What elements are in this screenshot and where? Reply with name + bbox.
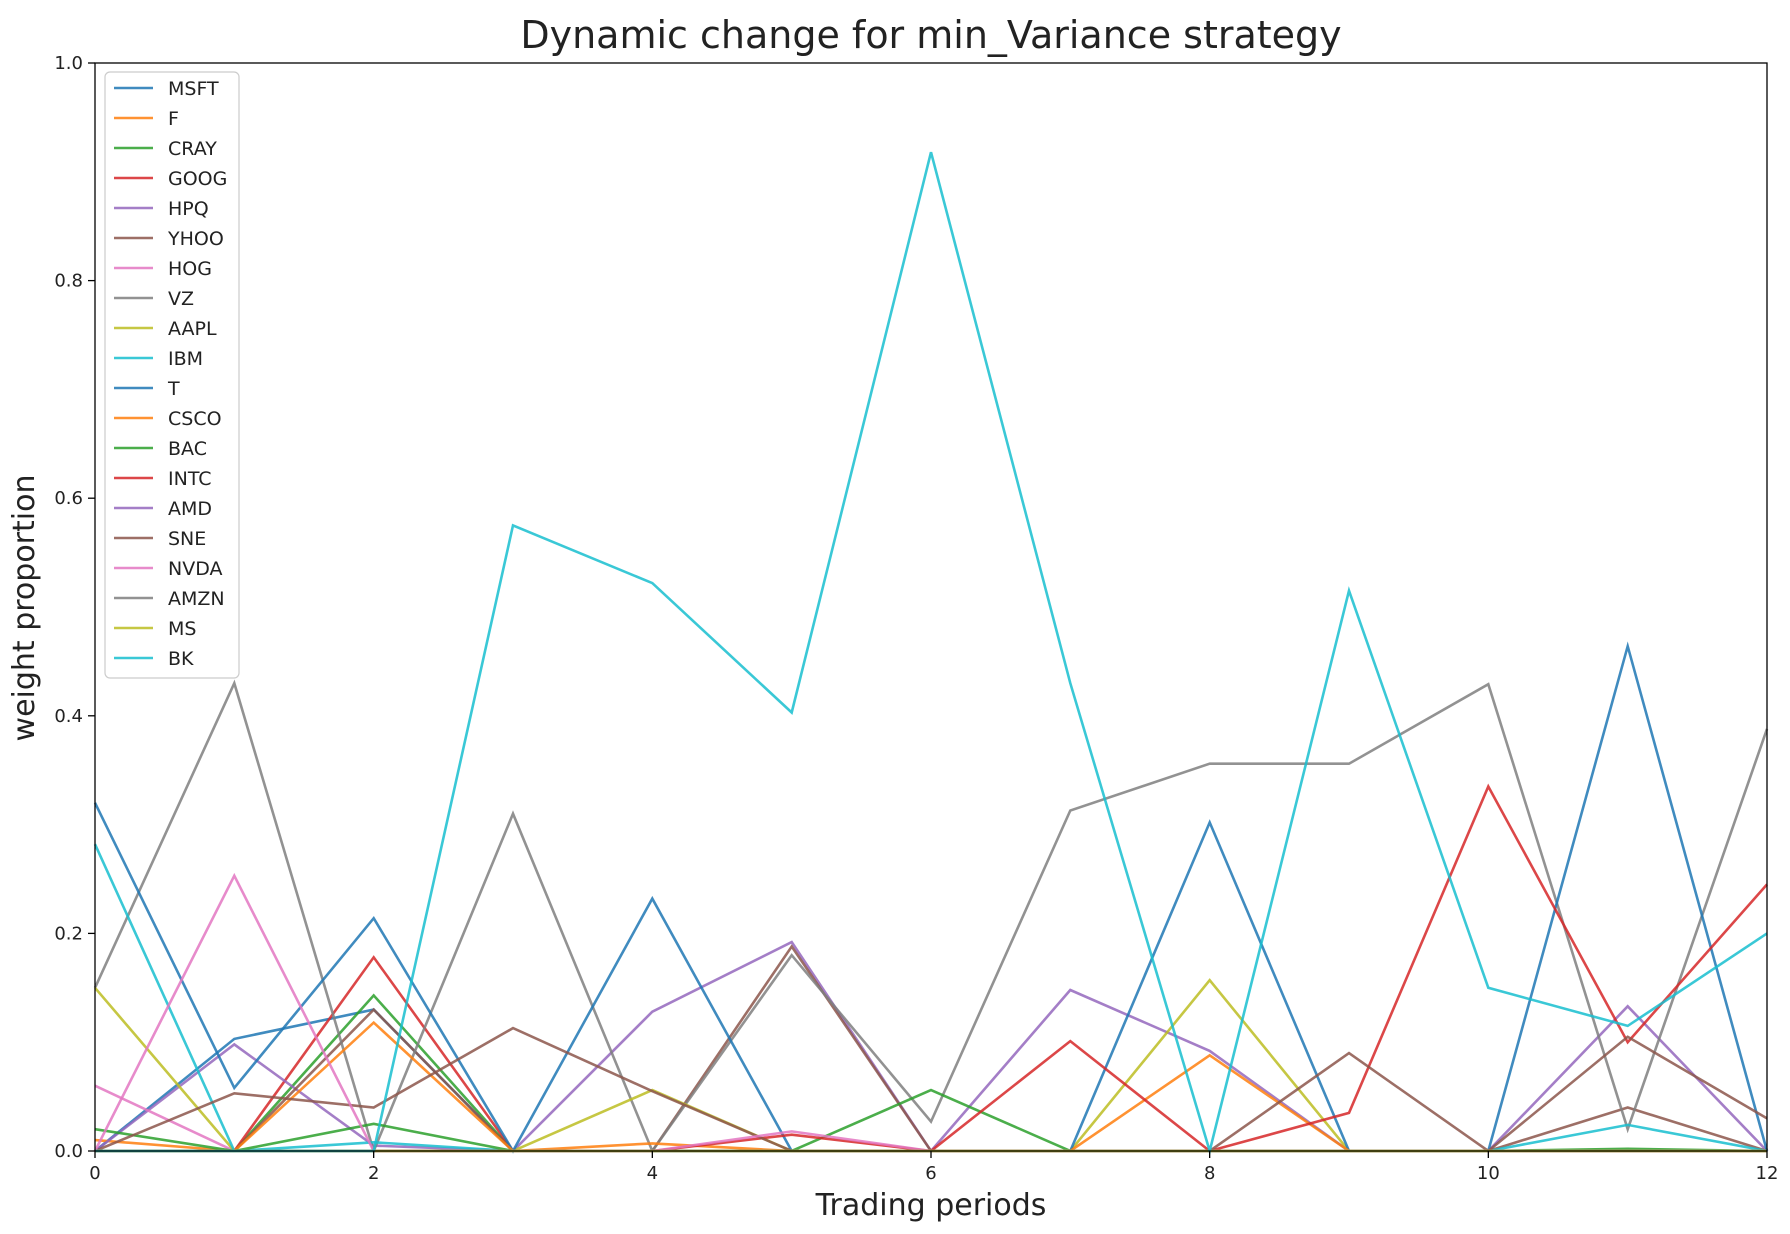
x-tick-label: 0 (89, 1163, 100, 1184)
legend-label-f: F (168, 108, 179, 130)
x-axis-ticks: 0 2 4 6 8 10 12 (89, 1151, 1778, 1184)
legend-label-bk: BK (168, 648, 194, 670)
legend-label-t: T (167, 378, 180, 400)
y-axis-label: weight proportion (7, 475, 42, 742)
y-tick-label: 1.0 (54, 53, 83, 74)
legend-label-nvda: NVDA (168, 558, 223, 580)
y-tick-label: 0.4 (54, 706, 83, 727)
x-axis-label: Trading periods (815, 1188, 1047, 1223)
legend-label-vz: VZ (168, 288, 194, 310)
legend-label-yhoo: YHOO (167, 228, 224, 250)
legend-label-csco: CSCO (168, 408, 222, 430)
legend-label-ms: MS (168, 618, 196, 640)
x-tick-label: 10 (1477, 1163, 1500, 1184)
legend-label-aapl: AAPL (168, 318, 217, 340)
legend-label-amd: AMD (168, 498, 212, 520)
x-tick-label: 6 (925, 1163, 936, 1184)
y-tick-label: 0.6 (54, 488, 83, 509)
legend-box (104, 71, 240, 679)
legend-label-hpq: HPQ (168, 198, 209, 220)
legend-label-cray: CRAY (168, 138, 217, 160)
legend-label-hog: HOG (168, 258, 212, 280)
legend-label-sne: SNE (168, 528, 206, 550)
legend-label-bac: BAC (168, 438, 207, 460)
legend-label-msft: MSFT (168, 78, 219, 100)
x-tick-label: 4 (647, 1163, 658, 1184)
legend-label-ibm: IBM (168, 348, 203, 370)
legend-label-amzn: AMZN (168, 588, 225, 610)
legend: MSFT F CRAY GOOG HPQ YHOO HOG VZ AAPL IBM T CSCO BAC… (104, 71, 240, 679)
y-tick-label: 0.2 (54, 923, 83, 944)
legend-label-intc: INTC (168, 468, 212, 490)
x-tick-label: 2 (368, 1163, 379, 1184)
chart-title: Dynamic change for min_Variance strategy (520, 13, 1341, 57)
legend-label-goog: GOOG (168, 168, 227, 190)
y-tick-label: 0.0 (54, 1141, 83, 1162)
x-tick-label: 8 (1204, 1163, 1215, 1184)
y-axis-ticks: 0.0 0.2 0.4 0.6 0.8 1.0 (54, 53, 95, 1162)
x-tick-label: 12 (1756, 1163, 1779, 1184)
y-tick-label: 0.8 (54, 271, 83, 292)
